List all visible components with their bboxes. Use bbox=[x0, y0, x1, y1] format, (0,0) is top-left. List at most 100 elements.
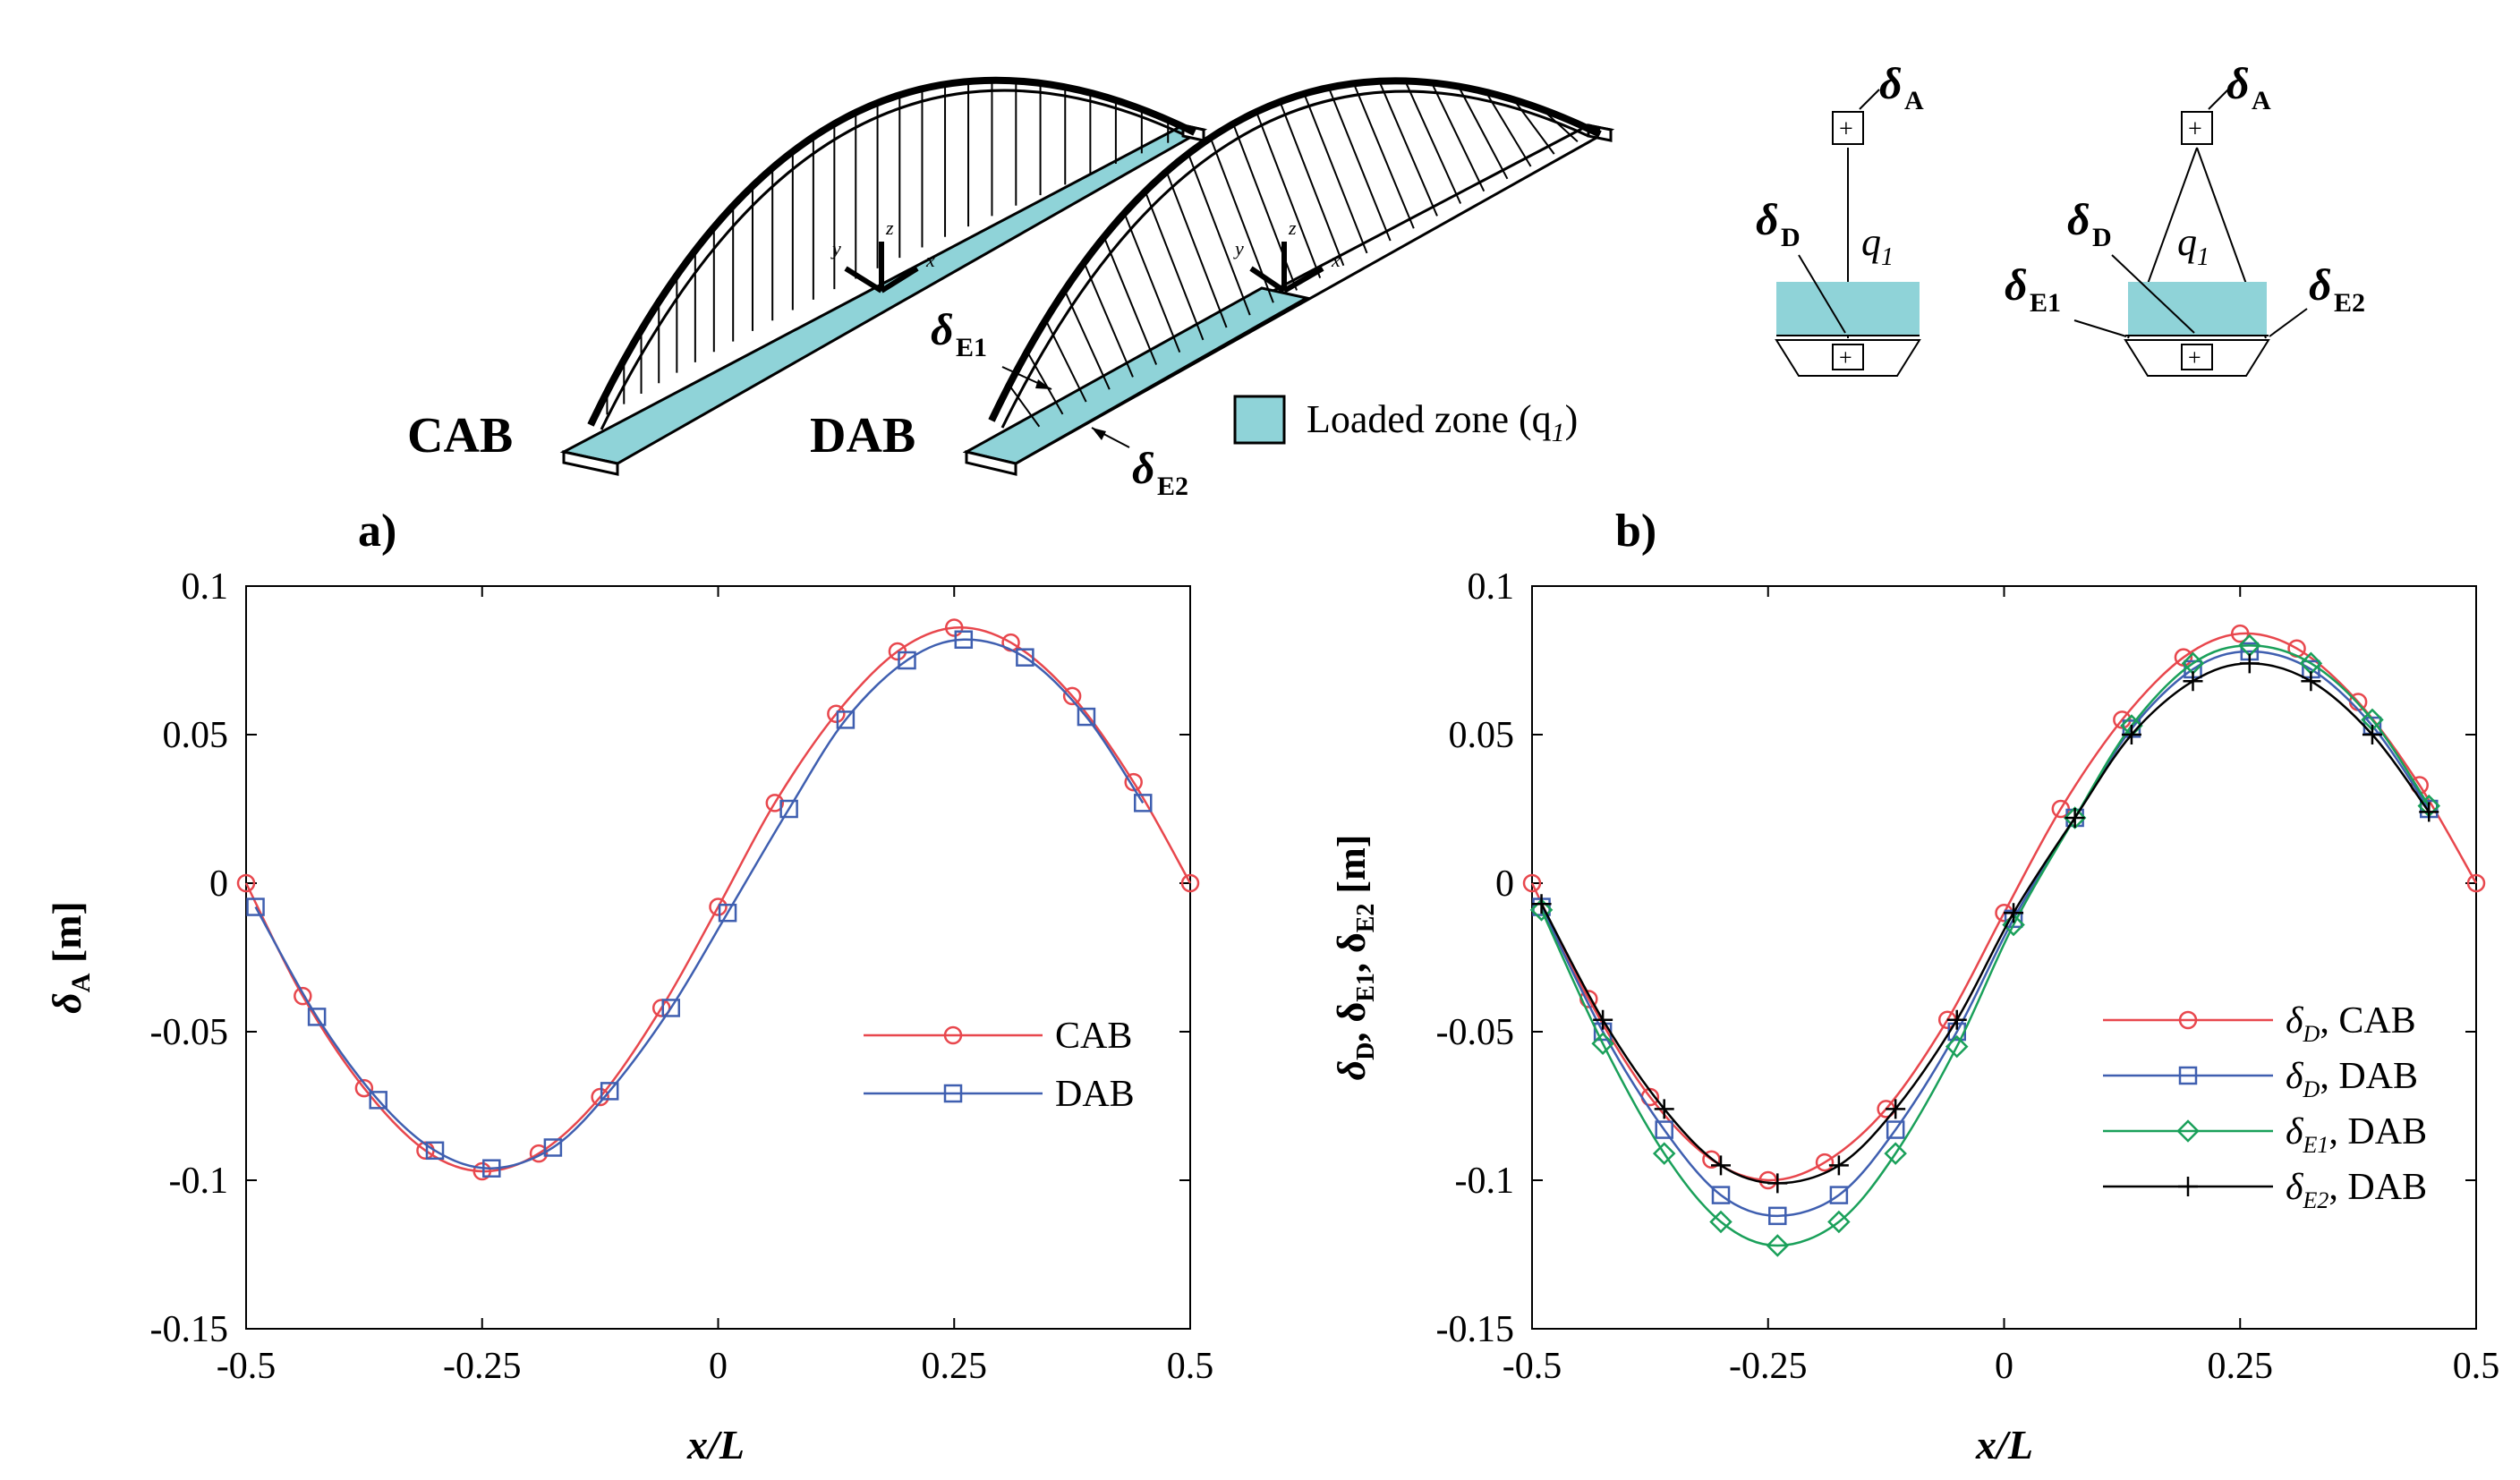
data-point bbox=[718, 903, 737, 923]
data-point bbox=[1828, 1155, 1849, 1176]
dab-hanger bbox=[1512, 98, 1555, 155]
dab-e2-delta-s: δ bbox=[2309, 259, 2332, 310]
data-point bbox=[651, 999, 671, 1017]
dab-e2-sub: E2 bbox=[1157, 472, 1188, 501]
cab-label: CAB bbox=[407, 408, 513, 464]
data-point bbox=[1652, 1142, 1676, 1165]
dab-d-delta: δ bbox=[2067, 194, 2090, 244]
legend-label: CAB bbox=[1055, 1016, 1132, 1057]
data-point bbox=[945, 618, 964, 637]
dab-hanger bbox=[1063, 290, 1111, 390]
cab-axis-y: y bbox=[830, 237, 841, 259]
legend-entry: δE2, DAB bbox=[2103, 1167, 2427, 1213]
dab-bottom-plus: + bbox=[2188, 344, 2201, 370]
y-tick-label: -0.15 bbox=[1436, 1309, 1515, 1350]
legend-marker bbox=[2178, 1177, 2198, 1196]
series-line bbox=[1530, 632, 2478, 1182]
cross-section-cab: + + δ A δ D q 1 bbox=[1756, 58, 1924, 377]
legend-label: δE2, DAB bbox=[2286, 1167, 2427, 1213]
chart-a-panel-label: a) bbox=[358, 506, 396, 557]
x-tick-label: -0.25 bbox=[1729, 1346, 1808, 1387]
dab-e2-delta: δ bbox=[1132, 443, 1155, 493]
x-tick-label: 0.25 bbox=[922, 1346, 988, 1387]
dab-hanger bbox=[1144, 191, 1205, 341]
dab-hanger bbox=[1352, 82, 1415, 229]
legend-label: δD, CAB bbox=[2286, 1000, 2416, 1047]
chart-b-series bbox=[1522, 624, 2486, 1257]
chart-b: b) -0.5 -0.25 0 0.25 0.5 -0.15 -0.1 -0.05 0 0.05 0… bbox=[1330, 506, 2499, 1467]
dab-e1-sub-s: E1 bbox=[2030, 288, 2061, 318]
data-point bbox=[2301, 671, 2321, 692]
dab-axis-z: z bbox=[1288, 217, 1297, 239]
schematic-dab: y z x DAB δ E1 δ E2 bbox=[810, 77, 1615, 501]
dab-hanger bbox=[1165, 171, 1228, 328]
y-tick-label: 0 bbox=[1495, 863, 1514, 905]
data-point bbox=[1180, 873, 1200, 893]
dab-delta-e1-callout: δ E1 bbox=[931, 304, 1052, 390]
dab-deck-side bbox=[965, 450, 1017, 476]
data-point bbox=[2239, 653, 2260, 674]
data-point bbox=[591, 1087, 609, 1107]
legend-marker bbox=[2176, 1119, 2200, 1143]
data-point bbox=[1593, 1009, 1613, 1030]
chart-a-legend: CAB DAB bbox=[864, 1016, 1135, 1115]
data-point bbox=[369, 1091, 387, 1110]
dab-hanger bbox=[1378, 81, 1438, 217]
x-tick-label: -0.5 bbox=[1503, 1346, 1562, 1387]
y-tick-label: -0.05 bbox=[150, 1012, 229, 1053]
legend-label: δE1, DAB bbox=[2286, 1111, 2427, 1158]
data-point bbox=[1654, 1099, 1674, 1119]
dab-d-sub: D bbox=[2092, 223, 2112, 252]
dab-label: DAB bbox=[810, 408, 915, 464]
cab-d-sub: D bbox=[1781, 223, 1801, 252]
series-line bbox=[1540, 650, 2431, 1218]
dab-hanger bbox=[1123, 212, 1181, 353]
cab-d-delta: δ bbox=[1756, 194, 1779, 244]
data-point bbox=[2362, 725, 2382, 744]
cab-local-axes: y z x bbox=[830, 217, 935, 293]
data-point bbox=[898, 651, 916, 670]
dab-hanger bbox=[1404, 81, 1462, 204]
chart-a-plot-area bbox=[245, 585, 1191, 1330]
series-line bbox=[1540, 662, 2431, 1185]
data-point bbox=[1124, 772, 1143, 792]
series-2 bbox=[1529, 634, 2441, 1257]
y-tick-label: 0 bbox=[209, 863, 228, 905]
loaded-zone-legend: Loaded zone (q1) bbox=[1233, 395, 1578, 447]
x-tick-label: 0.5 bbox=[2453, 1346, 2500, 1387]
dab-hanger bbox=[1279, 101, 1345, 267]
cross-section-dab: + + δ A δ D q 1 δ E1 δ E2 bbox=[2005, 58, 2365, 377]
data-point bbox=[1886, 1120, 1905, 1139]
cab-arch bbox=[587, 76, 1196, 427]
cab-section-loaded bbox=[1776, 282, 1920, 336]
dab-hanger bbox=[1430, 82, 1486, 192]
data-point bbox=[1767, 1173, 1788, 1194]
data-point bbox=[246, 897, 265, 916]
legend-entry: δE1, DAB bbox=[2103, 1111, 2427, 1158]
series-1 bbox=[246, 630, 1153, 1178]
data-point bbox=[354, 1078, 374, 1098]
cab-q: q bbox=[1861, 220, 1881, 264]
data-point bbox=[294, 986, 312, 1006]
data-point bbox=[1829, 1186, 1849, 1204]
dab-hanger bbox=[1256, 111, 1322, 278]
data-point bbox=[2231, 624, 2250, 643]
cab-hangers bbox=[606, 80, 1170, 415]
dab-e1-delta: δ bbox=[931, 304, 954, 354]
dab-hanger bbox=[1541, 108, 1579, 143]
cab-axis-x: x bbox=[925, 249, 935, 271]
dab-hanger bbox=[1083, 262, 1134, 378]
data-point bbox=[1655, 1120, 1673, 1139]
cab-a-delta: δ bbox=[1879, 58, 1903, 108]
dab-delta-e2-callout: δ E2 bbox=[1091, 427, 1188, 501]
y-tick-label: -0.15 bbox=[150, 1309, 229, 1350]
data-point bbox=[600, 1082, 619, 1101]
data-point bbox=[2065, 807, 2085, 828]
dab-hanger bbox=[1026, 351, 1064, 415]
data-point bbox=[1709, 1210, 1732, 1234]
dab-top-plus: + bbox=[2188, 115, 2202, 143]
dab-hanger bbox=[1187, 153, 1251, 316]
series-0 bbox=[1522, 624, 2486, 1190]
dab-hanger bbox=[1458, 86, 1509, 180]
data-point bbox=[543, 1138, 563, 1157]
